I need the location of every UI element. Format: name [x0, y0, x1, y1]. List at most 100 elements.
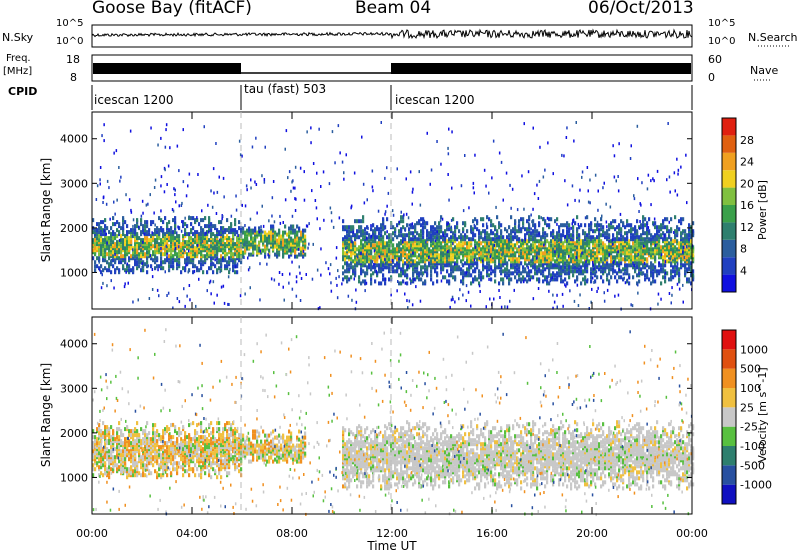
echo-cell [534, 257, 537, 262]
echo-cell [120, 234, 123, 239]
echo-cell [620, 257, 623, 262]
echo-cell [600, 245, 603, 250]
echo-cell [590, 271, 593, 276]
echo-cell [214, 238, 217, 243]
scatter-cell [561, 153, 563, 157]
echo-cell [358, 279, 361, 284]
echo-cell [652, 241, 655, 246]
scatter-cell [537, 287, 540, 290]
echo-cell [632, 245, 635, 250]
scatter-cell [674, 189, 676, 193]
echo-cell [286, 238, 289, 243]
scatter-cell [345, 153, 347, 157]
echo-cell [582, 269, 585, 274]
echo-cell [636, 241, 639, 246]
scatter-cell [472, 181, 475, 185]
scatter-cell [529, 246, 531, 250]
echo-cell [674, 249, 677, 254]
echo-cell [368, 245, 371, 250]
scatter-cell [131, 234, 134, 238]
scatter-cell [571, 184, 574, 188]
scatter-cell [302, 249, 305, 253]
echo-cell [504, 249, 507, 254]
scatter-cell [488, 248, 490, 252]
echo-cell [144, 224, 147, 229]
echo-cell [434, 257, 437, 262]
echo-cell [536, 233, 539, 238]
echo-cell [692, 277, 695, 282]
echo-cell [472, 255, 475, 260]
echo-cell [290, 236, 293, 241]
echo-cell [524, 247, 527, 252]
echo-cell [100, 238, 103, 243]
echo-cell [442, 257, 445, 262]
echo-cell [658, 225, 661, 230]
echo-cell [242, 226, 245, 231]
scatter-cell [364, 289, 366, 293]
echo-cell [178, 260, 181, 265]
scatter-cell [160, 136, 162, 140]
echo-cell [518, 219, 521, 224]
echo-cell [472, 251, 475, 256]
scatter-cell [339, 151, 341, 155]
scatter-cell [184, 216, 186, 220]
echo-cell [288, 254, 291, 259]
echo-cell [566, 259, 569, 264]
echo-cell [202, 244, 205, 249]
echo-cell [654, 233, 657, 238]
echo-cell [514, 219, 517, 224]
echo-cell [460, 243, 463, 248]
echo-cell [146, 252, 149, 257]
echo-cell [682, 229, 685, 234]
freq-block [93, 63, 241, 74]
scatter-cell [212, 280, 215, 284]
scatter-cell [617, 293, 620, 297]
echo-cell [618, 237, 621, 242]
echo-cell [540, 235, 543, 240]
echo-cell [304, 234, 307, 239]
scatter-cell [668, 175, 671, 179]
echo-cell [592, 267, 595, 272]
echo-cell [418, 277, 421, 282]
echo-cell [236, 270, 239, 275]
scatter-cell [517, 225, 520, 229]
echo-cell [514, 265, 517, 270]
echo-cell [626, 219, 629, 224]
echo-cell [446, 259, 449, 264]
echo-cell [674, 257, 677, 262]
echo-cell [500, 229, 503, 234]
echo-cell [188, 268, 191, 273]
echo-cell [410, 223, 413, 228]
scatter-cell [617, 189, 620, 193]
scatter-cell [641, 181, 643, 185]
scatter-cell [129, 129, 132, 133]
echo-cell [146, 220, 149, 225]
echo-cell [516, 271, 519, 276]
echo-cell [274, 252, 277, 257]
echo-cell [650, 247, 653, 252]
echo-cell [178, 238, 181, 243]
scatter-cell [412, 187, 414, 191]
scatter-cell [132, 224, 134, 228]
scatter-cell [642, 244, 645, 248]
scatter-cell [147, 202, 149, 206]
echo-cell [118, 240, 121, 245]
scatter-cell [571, 222, 573, 226]
echo-cell [344, 257, 347, 262]
scatter-cell [593, 280, 595, 284]
echo-cell [622, 241, 625, 246]
echo-cell [174, 242, 177, 247]
echo-cell [432, 225, 435, 230]
echo-cell [386, 241, 389, 246]
scatter-cell [629, 263, 632, 267]
echo-cell [150, 238, 153, 243]
scatter-cell [633, 194, 635, 198]
echo-cell [462, 281, 465, 286]
echo-cell [570, 247, 573, 252]
scatter-cell [188, 249, 190, 253]
echo-cell [454, 277, 457, 282]
echo-cell [550, 261, 553, 266]
echo-cell [416, 221, 419, 226]
echo-cell [348, 241, 351, 246]
echo-cell [116, 228, 119, 233]
